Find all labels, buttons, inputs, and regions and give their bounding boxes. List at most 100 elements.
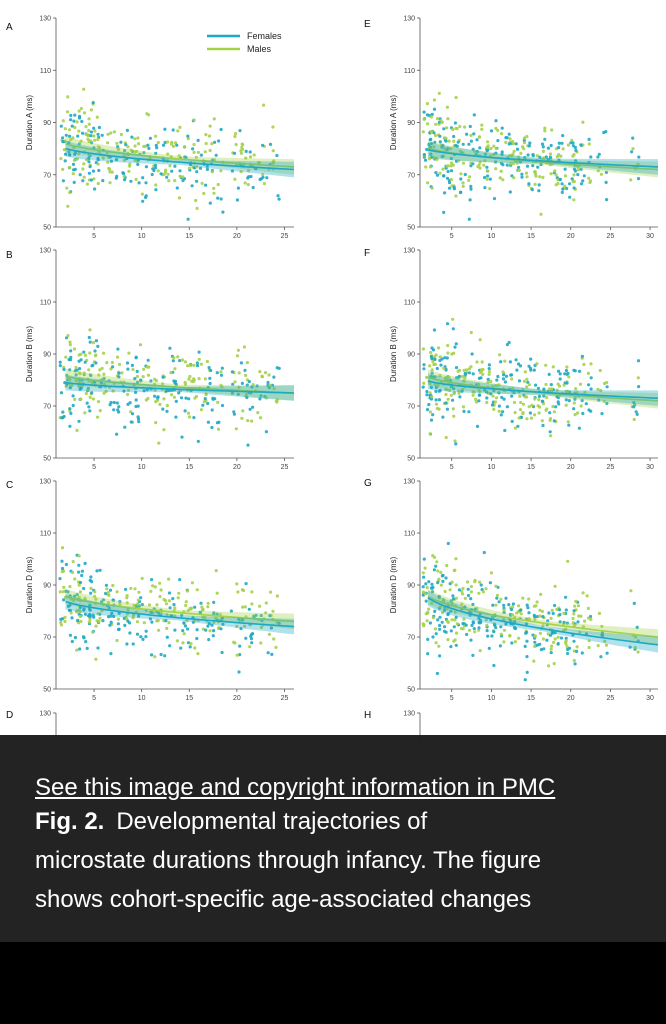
female-point xyxy=(83,612,88,616)
female-point xyxy=(69,113,73,118)
female-point xyxy=(196,439,200,443)
male-point xyxy=(633,645,637,650)
male-point xyxy=(574,599,578,604)
female-point xyxy=(553,631,557,635)
male-point xyxy=(485,400,489,405)
panel-letter-h: H xyxy=(364,710,371,721)
female-point xyxy=(135,369,139,373)
male-point xyxy=(428,432,432,436)
male-point xyxy=(138,343,143,347)
male-point xyxy=(502,628,506,632)
male-point xyxy=(274,645,278,650)
female-point xyxy=(179,646,183,650)
male-point xyxy=(525,377,529,381)
male-point xyxy=(115,590,119,594)
male-point xyxy=(203,615,207,620)
male-point xyxy=(428,391,432,395)
male-point xyxy=(554,183,558,187)
female-point xyxy=(433,140,437,144)
female-point xyxy=(471,147,475,151)
male-point xyxy=(186,364,190,368)
female-point xyxy=(552,419,556,423)
female-point xyxy=(426,637,430,642)
y-tick-label: 90 xyxy=(43,583,51,590)
male-point xyxy=(86,388,90,392)
female-point xyxy=(516,362,521,366)
female-point xyxy=(557,158,561,162)
x-tick-label: 20 xyxy=(567,695,575,702)
female-point xyxy=(533,640,537,644)
male-point xyxy=(258,416,263,420)
female-point xyxy=(109,159,113,163)
female-point xyxy=(134,404,138,409)
x-tick-label: 5 xyxy=(450,464,454,471)
male-point xyxy=(165,403,169,408)
male-point xyxy=(425,102,429,106)
female-point xyxy=(568,182,572,186)
female-point xyxy=(445,356,449,360)
female-point xyxy=(490,634,494,638)
male-point xyxy=(71,172,75,176)
female-point xyxy=(232,410,236,414)
female-point xyxy=(509,373,513,377)
female-point xyxy=(566,647,570,652)
female-point xyxy=(117,405,121,409)
male-point xyxy=(444,136,448,140)
male-point xyxy=(541,175,545,179)
female-point xyxy=(81,131,85,135)
male-point xyxy=(469,133,473,137)
female-point xyxy=(574,148,578,153)
female-point xyxy=(195,628,199,632)
male-point xyxy=(146,396,150,401)
y-tick-label: 110 xyxy=(40,68,51,75)
male-point xyxy=(243,181,247,185)
female-point xyxy=(589,387,593,391)
male-point xyxy=(158,595,162,599)
female-point xyxy=(488,581,492,585)
male-point xyxy=(216,182,220,187)
male-point xyxy=(437,346,441,350)
male-point xyxy=(61,590,65,594)
female-point xyxy=(83,360,87,364)
male-point xyxy=(484,587,488,591)
female-point xyxy=(72,180,76,184)
male-point xyxy=(72,347,77,351)
male-point xyxy=(135,149,139,154)
male-point xyxy=(59,620,63,625)
male-point xyxy=(167,179,171,183)
female-point xyxy=(427,580,431,584)
image-copyright-link[interactable]: See this image and copyright information… xyxy=(35,774,556,801)
female-point xyxy=(454,366,459,370)
female-point xyxy=(141,637,145,642)
male-point xyxy=(92,177,96,181)
female-point xyxy=(87,171,91,175)
male-point xyxy=(573,604,577,608)
female-confidence-band xyxy=(65,593,294,635)
x-tick-label: 30 xyxy=(646,233,654,240)
female-point xyxy=(486,634,490,638)
female-point xyxy=(210,623,214,627)
male-point xyxy=(596,169,600,173)
male-point xyxy=(428,364,432,368)
y-tick-label: 70 xyxy=(407,635,415,642)
male-point xyxy=(508,137,512,141)
male-point xyxy=(193,396,197,400)
female-point xyxy=(477,620,481,625)
male-point xyxy=(543,126,547,130)
female-point xyxy=(556,642,560,646)
male-point xyxy=(65,110,70,114)
female-point xyxy=(69,349,73,353)
male-point xyxy=(250,590,254,594)
female-point xyxy=(445,147,449,151)
female-point xyxy=(461,622,465,626)
male-point xyxy=(587,142,591,146)
female-point xyxy=(472,132,476,136)
y-tick-label: 130 xyxy=(403,479,415,486)
female-point xyxy=(230,391,235,395)
x-tick-label: 25 xyxy=(281,233,289,240)
male-point xyxy=(438,355,442,359)
female-point xyxy=(173,628,177,632)
female-point xyxy=(171,359,175,363)
female-point xyxy=(109,614,113,618)
male-point xyxy=(219,383,223,387)
